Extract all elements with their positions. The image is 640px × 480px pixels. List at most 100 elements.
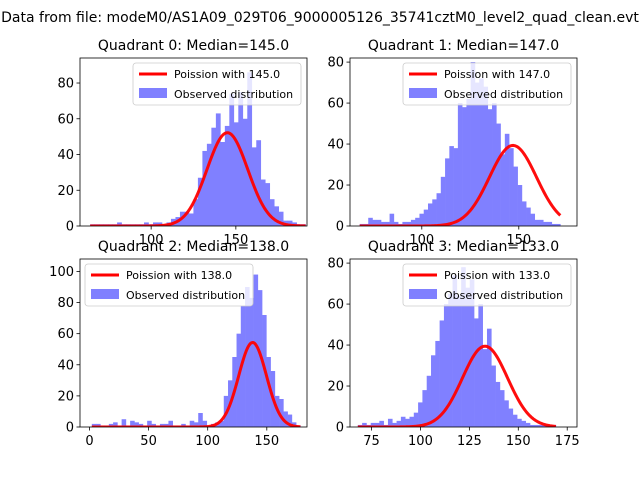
histogram-bar — [198, 413, 203, 427]
histogram-bar — [242, 118, 248, 226]
histogram-bar — [423, 209, 429, 226]
histogram-bar — [96, 423, 101, 427]
histogram-bar — [153, 222, 158, 226]
histogram-bar — [181, 423, 186, 427]
legend-label-fit: Poission with 145.0 — [174, 68, 280, 81]
histogram-bar — [432, 199, 437, 226]
histogram-bar — [474, 82, 480, 226]
histogram-bar — [547, 221, 553, 226]
x-tick-label: 175 — [555, 434, 580, 449]
subplot-title: Quadrant 1: Median=147.0 — [368, 38, 559, 54]
histogram-bar — [443, 304, 449, 427]
histogram-bar — [409, 416, 415, 427]
x-tick-label: 150 — [254, 434, 279, 449]
histogram-bar — [530, 213, 536, 226]
histogram-bar — [283, 411, 288, 427]
histogram-bar — [521, 420, 527, 427]
histogram-bar — [427, 203, 433, 226]
histogram-bar — [456, 295, 462, 427]
histogram-bar — [274, 206, 280, 226]
histogram-bar — [487, 109, 493, 226]
histogram-bar — [486, 328, 492, 427]
y-tick-label: 60 — [57, 112, 74, 127]
histogram-bar — [376, 219, 382, 226]
y-tick-label: 80 — [57, 77, 74, 92]
histogram-bar — [512, 414, 518, 427]
histogram-bar — [504, 133, 510, 226]
histogram-bar — [448, 293, 453, 427]
histogram-bar — [381, 221, 386, 226]
histogram-bar — [499, 390, 505, 427]
histogram-bar — [419, 213, 425, 226]
legend-label-fit: Poission with 133.0 — [444, 269, 550, 282]
histogram-bar — [517, 418, 522, 427]
histogram-bar — [206, 143, 212, 226]
x-tick-label: 100 — [409, 233, 434, 248]
histogram-bar — [224, 125, 230, 226]
histogram-bar — [406, 221, 412, 226]
histogram-bar — [138, 423, 144, 427]
legend-label-observed: Observed distribution — [174, 88, 293, 101]
x-tick-label: 125 — [457, 434, 482, 449]
y-tick-label: 40 — [57, 148, 74, 163]
histogram-bar — [551, 223, 557, 226]
x-tick-label: 150 — [506, 233, 531, 248]
histogram-bar — [117, 222, 122, 226]
legend-bar-swatch — [409, 88, 437, 98]
histogram-bar — [220, 142, 226, 226]
y-tick-label: 0 — [336, 421, 344, 436]
histogram-bar — [229, 93, 235, 226]
histogram-bar — [500, 154, 506, 226]
histogram-bar — [466, 98, 471, 226]
histogram-bar — [385, 221, 390, 226]
y-tick-label: 100 — [49, 265, 74, 280]
histogram-bar — [249, 297, 254, 427]
histogram-bar — [372, 219, 378, 226]
histogram-bars — [90, 72, 306, 226]
y-tick-label: 40 — [57, 358, 74, 373]
y-tick-label: 60 — [327, 97, 344, 112]
y-tick-label: 0 — [66, 220, 74, 235]
histogram-bar — [240, 305, 246, 427]
histogram-bar — [253, 274, 259, 427]
histogram-bar — [426, 375, 432, 427]
histogram-bar — [405, 418, 410, 427]
y-tick-label: 20 — [57, 389, 74, 404]
legend: Poission with 147.0 Observed distribution — [402, 62, 572, 106]
y-tick-label: 20 — [327, 179, 344, 194]
legend: Poission with 138.0 Observed distribution — [84, 263, 254, 307]
histogram-bar — [151, 423, 156, 427]
histogram-bar — [525, 422, 531, 427]
histogram-bar — [504, 400, 509, 427]
histogram-bar — [256, 140, 262, 226]
histogram-bar — [113, 422, 118, 427]
histogram-bar — [370, 422, 376, 427]
histogram-bar — [211, 127, 217, 226]
y-tick-label: 20 — [327, 380, 344, 395]
subplot-quadrant-1: 100 150 0 20 40 60 80 Quadrant 1: Median=147.0 P… — [327, 38, 578, 248]
histogram-bar — [379, 420, 384, 427]
histogram-bar — [469, 279, 475, 427]
histogram-bar — [279, 399, 284, 427]
histogram-bar — [439, 320, 445, 427]
legend-box — [84, 263, 254, 307]
histogram-bar — [413, 412, 419, 427]
histogram-bar — [462, 107, 467, 226]
x-tick-label: 0 — [85, 434, 93, 449]
histogram-bar — [387, 418, 393, 427]
histogram-bar — [147, 420, 152, 427]
histogram-bar — [556, 223, 561, 226]
histogram-bar — [265, 183, 271, 226]
histogram-bar — [457, 103, 463, 226]
histogram-bar — [496, 123, 501, 226]
subplot-title: Quadrant 2: Median=138.0 — [98, 239, 289, 255]
histogram-bar — [393, 221, 399, 226]
histogram-bar — [483, 86, 489, 226]
poisson-fit-line — [359, 143, 562, 226]
histogram-bar — [440, 176, 446, 226]
histogram-bar — [266, 357, 271, 427]
histogram-bar — [278, 211, 284, 226]
histogram-bar — [431, 355, 436, 427]
histogram-bar — [287, 220, 293, 226]
histogram-bar — [287, 414, 293, 427]
